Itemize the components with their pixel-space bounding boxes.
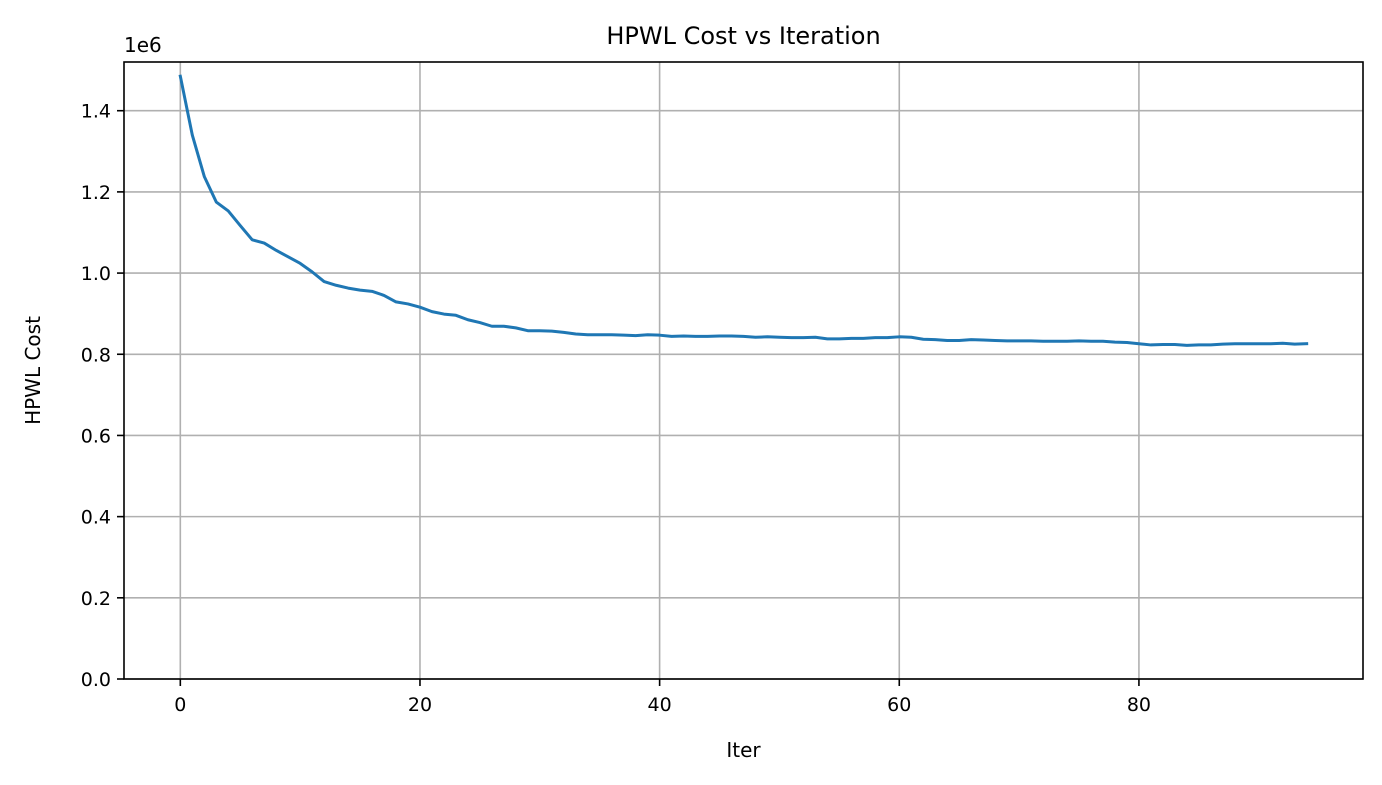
y-axis-label: HPWL Cost	[21, 316, 45, 425]
x-tick-label: 80	[1127, 694, 1151, 716]
plot-area-frame	[123, 61, 1364, 680]
y-axis-offset-label: 1e6	[124, 33, 162, 57]
x-tick-label: 60	[887, 694, 911, 716]
x-axis-label: Iter	[726, 738, 761, 762]
y-tick-label: 1.4	[81, 101, 111, 123]
x-tick-label: 20	[408, 694, 432, 716]
x-tick-label: 40	[648, 694, 672, 716]
y-tick-label: 0.8	[81, 344, 111, 366]
chart-title: HPWL Cost vs Iteration	[606, 22, 880, 50]
y-tick-label: 1.0	[81, 263, 111, 285]
x-tick-label: 0	[174, 694, 186, 716]
y-axis-ticks: 0.0 0.2 0.4 0.6 0.8 1.0 1.2 1.4	[81, 101, 124, 691]
series-line-hpwl	[178, 74, 1309, 347]
y-tick-label: 0.6	[81, 425, 111, 447]
y-tick-label: 0.4	[81, 507, 111, 529]
y-tick-label: 0.2	[81, 588, 111, 610]
y-tick-label: 1.2	[81, 182, 111, 204]
grid-lines	[124, 62, 1363, 680]
y-tick-label: 0.0	[81, 669, 111, 691]
x-axis-ticks: 0 20 40 60 80	[174, 679, 1151, 716]
